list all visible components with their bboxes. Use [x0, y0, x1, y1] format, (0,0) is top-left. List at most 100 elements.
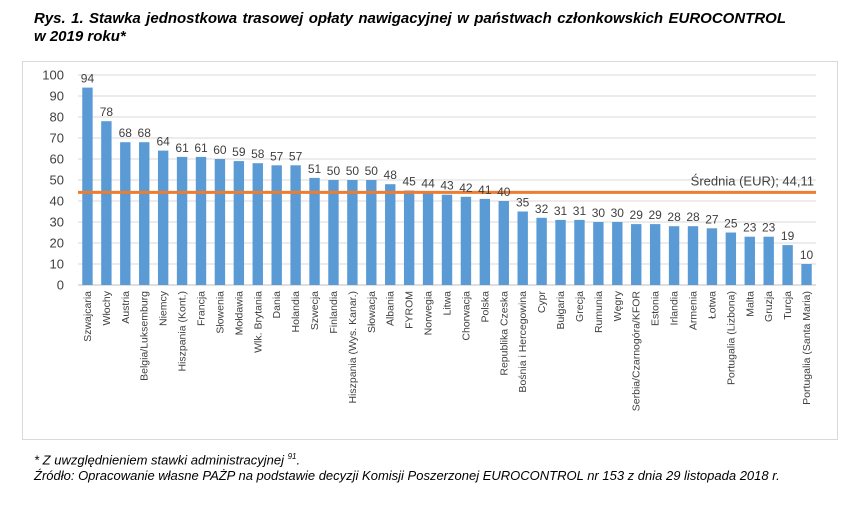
y-tick-label: 70	[50, 131, 64, 146]
bar	[271, 165, 282, 285]
x-tick-label: Niemcy	[158, 290, 170, 326]
bar	[422, 192, 434, 285]
value-label: 40	[497, 185, 511, 199]
x-tick-label: Finlandia	[328, 291, 340, 334]
value-label: 31	[573, 204, 587, 218]
bar	[706, 228, 718, 285]
bar	[252, 163, 263, 285]
value-label: 42	[459, 181, 473, 195]
y-tick-label: 100	[42, 68, 64, 83]
bar	[498, 201, 509, 285]
footnote-note: * Z uwzględnieniem stawki administracyjn…	[34, 449, 804, 468]
bar	[385, 184, 396, 285]
value-label: 44	[421, 177, 435, 191]
bar	[233, 161, 245, 285]
value-label: 48	[384, 168, 398, 182]
bar	[725, 232, 737, 285]
x-tick-label: Łotwa	[706, 291, 718, 319]
x-tick-label: Portugalia (Lizbona)	[725, 291, 737, 385]
x-axis-labels: Szwajcaria Włochy Austria Belgia/Luksemburg…	[82, 290, 813, 411]
chart-frame	[22, 61, 838, 440]
bar	[347, 180, 358, 285]
bar	[763, 236, 774, 285]
x-tick-label: Hiszpania (Kont.)	[177, 291, 189, 372]
value-label: 41	[478, 183, 492, 197]
value-label: 35	[516, 196, 530, 210]
average-label: Średnia (EUR); 44,11	[691, 173, 814, 188]
y-tick-label: 50	[50, 173, 64, 188]
value-label: 23	[762, 221, 776, 235]
x-tick-label: Francja	[196, 291, 208, 326]
x-tick-label: Belgia/Luksemburg	[139, 291, 151, 381]
bar	[593, 222, 604, 285]
value-label: 19	[781, 229, 795, 243]
x-tick-label: Dania	[271, 291, 283, 319]
bar	[214, 159, 226, 285]
value-label: 50	[346, 164, 360, 178]
value-label: 64	[156, 135, 170, 149]
value-label: 50	[327, 164, 341, 178]
x-tick-label: Holandia	[290, 291, 302, 333]
x-tick-label: Austria	[120, 291, 132, 324]
x-tick-label: Bośnia i Hercegowina	[517, 291, 529, 393]
x-tick-label: Armenia	[688, 291, 700, 330]
footnote-source: Źródło: Opracowanie własne PAŻP na podst…	[34, 468, 780, 484]
value-label: 68	[138, 126, 152, 140]
x-tick-label: Estonia	[650, 291, 662, 326]
value-label: 32	[535, 202, 549, 216]
value-label: 29	[630, 208, 644, 222]
x-tick-label: Gruzja	[763, 291, 775, 322]
footnote-note-end: .	[296, 452, 301, 468]
value-label: 10	[800, 248, 814, 262]
bar	[782, 245, 793, 285]
value-labels: 94 78 68 68 64 61 61 60 59 58 57 57 51 50 50 50 48 45 44 43…	[81, 72, 814, 262]
bar	[574, 219, 585, 285]
bar	[460, 196, 472, 285]
bar	[82, 87, 93, 285]
value-label: 43	[440, 179, 454, 193]
bar	[157, 150, 169, 285]
value-label: 57	[289, 149, 303, 163]
bar	[687, 226, 699, 285]
y-tick-label: 60	[50, 152, 64, 167]
y-tick-label: 80	[50, 110, 64, 125]
x-tick-label: Hiszpania (Wys. Kanar.)	[347, 291, 359, 404]
bar	[328, 180, 339, 285]
y-tick-label: 0	[57, 278, 64, 293]
x-tick-label: Malta	[744, 291, 756, 317]
bar	[631, 224, 642, 285]
value-label: 28	[686, 210, 700, 224]
x-tick-label: Norwegia	[423, 291, 435, 336]
y-axis-ticks: 0 10 20 30 40 50 60 70 80 90 100	[42, 68, 64, 293]
footnote-ref: 91	[287, 452, 297, 461]
bars	[82, 87, 812, 285]
x-tick-label: Cypr	[536, 290, 548, 313]
x-tick-label: Słowacja	[366, 291, 378, 333]
x-tick-label: Szwecja	[309, 291, 321, 330]
value-label: 78	[100, 105, 114, 119]
value-label: 25	[724, 217, 738, 231]
y-tick-label: 30	[50, 215, 64, 230]
value-label: 68	[119, 126, 133, 140]
y-tick-label: 40	[50, 194, 64, 209]
value-label: 30	[611, 206, 625, 220]
x-tick-label: Albania	[385, 291, 397, 326]
value-label: 58	[251, 147, 265, 161]
footnote-note-text: * Z uwzględnieniem stawki administracyjn…	[34, 452, 288, 468]
value-label: 94	[81, 72, 95, 86]
bar	[801, 264, 812, 285]
bar	[366, 180, 377, 285]
bar	[612, 222, 623, 285]
bar	[120, 142, 131, 285]
bar	[517, 211, 528, 285]
y-tick-label: 10	[50, 257, 64, 272]
bar	[195, 156, 207, 285]
x-tick-label: Bułgaria	[555, 291, 567, 330]
average-line-group: Średnia (EUR); 44,11	[78, 173, 816, 194]
bar	[441, 194, 453, 285]
value-label: 23	[743, 221, 757, 235]
bar	[290, 165, 301, 285]
x-tick-label: Republika Czeska	[498, 291, 510, 376]
x-tick-label: Serbia/Czarnogóra/KFOR	[631, 291, 643, 412]
